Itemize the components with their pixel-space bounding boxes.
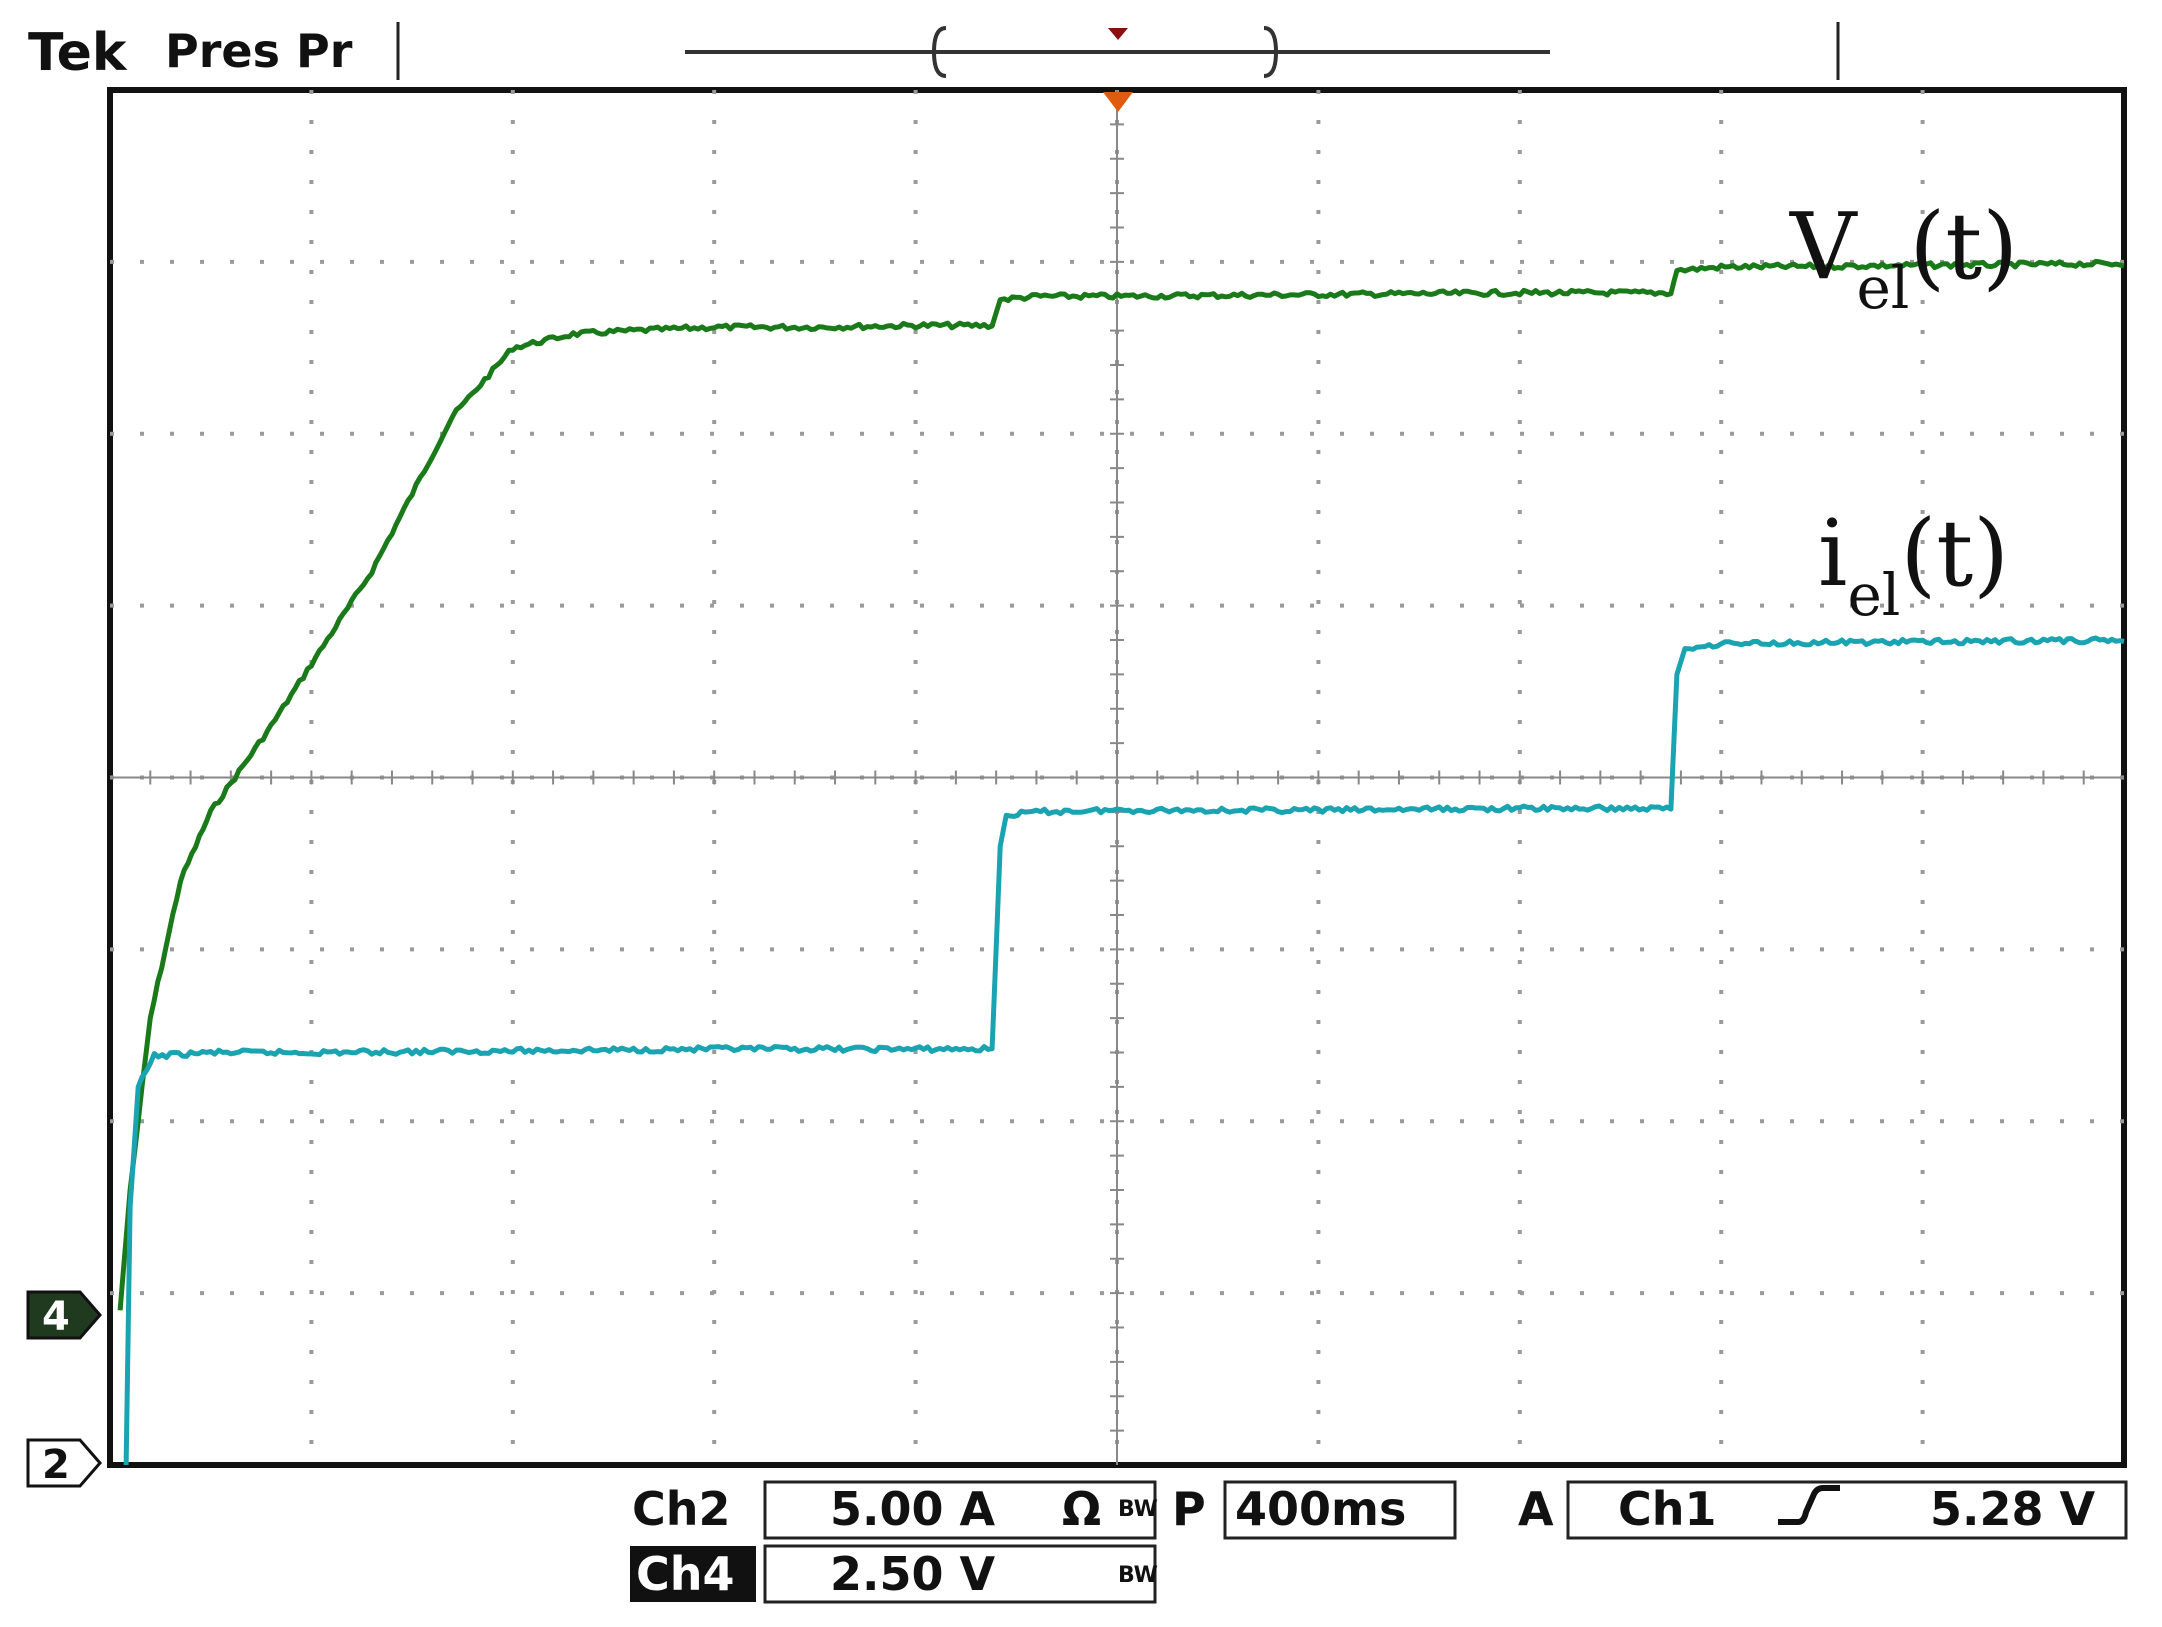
ch2-scale-box[interactable] — [763, 1480, 1157, 1540]
graticule — [110, 90, 2124, 1465]
ch4-scale-box[interactable] — [763, 1544, 1157, 1604]
bandwidth-limit-icon: BW — [1118, 1497, 1158, 1522]
ch2-scale-value: 5.00 A — [830, 1482, 996, 1536]
ch4-bandwidth-limit-icon: BW — [1118, 1563, 1158, 1588]
ch4-label: Ch4 — [636, 1547, 735, 1601]
trigger-box[interactable] — [1566, 1480, 2128, 1540]
record-view-bar — [685, 26, 1550, 78]
trigger-prefix: A — [1518, 1482, 1554, 1536]
trigger-position-icon — [1108, 28, 1128, 40]
ohm-icon: Ω — [1062, 1482, 1101, 1536]
ch4-label-badge — [630, 1546, 756, 1602]
timebase-prefix: P — [1172, 1482, 1206, 1536]
voltage-trace — [117, 258, 2125, 1311]
svg-text:iel(t): iel(t) — [1818, 500, 2009, 629]
ch4-scale-value: 2.50 V — [830, 1547, 996, 1601]
current-trace-label: iel(t) — [1818, 500, 2009, 629]
timebase-value: 400ms — [1235, 1482, 1406, 1536]
voltage-trace-label: Vel(t) — [1789, 193, 2018, 322]
traces — [117, 258, 2125, 1466]
svg-text:Vel(t): Vel(t) — [1789, 193, 2018, 322]
acquisition-status: Pres Pr — [165, 24, 353, 78]
ch4-marker-number: 4 — [42, 1294, 70, 1340]
timebase-box[interactable] — [1223, 1480, 1457, 1540]
current-trace — [123, 635, 2125, 1466]
ch2-marker-number: 2 — [42, 1442, 70, 1488]
trigger-source: Ch1 — [1618, 1482, 1717, 1536]
brand-label: Tek — [28, 23, 128, 83]
ch4-ground-marker[interactable]: 4 — [26, 1290, 102, 1340]
ch2-ground-marker[interactable]: 2 — [26, 1438, 102, 1488]
trigger-marker-icon — [1103, 92, 1133, 112]
trigger-level: 5.28 V — [1930, 1482, 2096, 1536]
rising-edge-icon — [1778, 1485, 1840, 1525]
ch2-label: Ch2 — [632, 1482, 731, 1536]
